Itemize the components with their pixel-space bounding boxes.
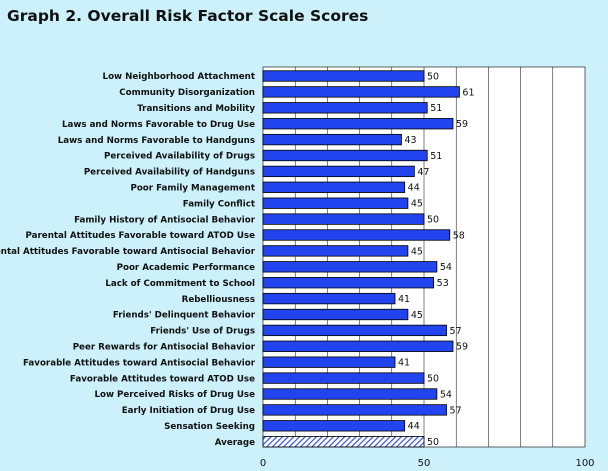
data-label: 51	[430, 151, 442, 162]
data-label: 54	[440, 389, 452, 400]
x-tick-label: 50	[418, 458, 431, 469]
data-label: 50	[427, 215, 439, 226]
bar	[262, 70, 425, 82]
data-label: 44	[408, 421, 420, 432]
category-label: Family Conflict	[183, 199, 255, 209]
bar	[262, 165, 415, 178]
x-tick-label: 100	[575, 458, 594, 469]
data-label: 45	[411, 310, 423, 321]
data-label: 41	[398, 294, 410, 305]
category-label: Average	[215, 438, 255, 448]
category-label: Laws and Norms Favorable to Drug Use	[62, 120, 255, 130]
category-label: Favorable Attitudes toward ATOD Use	[70, 374, 255, 384]
category-label: Perceived Availability of Handguns	[84, 168, 255, 178]
data-label: 51	[430, 103, 442, 114]
category-label: Laws and Norms Favorable to Handguns	[58, 136, 255, 146]
bar	[262, 261, 438, 273]
category-label: Lack of Commitment to School	[105, 279, 255, 289]
category-label: Community Disorganization	[119, 88, 255, 98]
data-label: 59	[456, 119, 468, 130]
bar	[262, 292, 396, 305]
data-label: 54	[440, 262, 452, 273]
data-label: 45	[411, 199, 423, 210]
category-label: Early Initiation of Drug Use	[122, 406, 255, 416]
category-label: Poor Academic Performance	[117, 263, 255, 273]
data-label: 50	[427, 437, 439, 448]
bar	[262, 340, 454, 352]
data-label: 41	[398, 358, 410, 369]
category-label: Low Perceived Risks of Drug Use	[94, 390, 255, 400]
category-label: Parental Attitudes Favorable toward ATOD…	[26, 231, 256, 241]
bar	[262, 86, 460, 98]
category-label: Transitions and Mobility	[137, 104, 255, 114]
category-label: Perceived Availability of Drugs	[104, 152, 255, 162]
data-label: 45	[411, 246, 423, 257]
category-label: Sensation Seeking	[164, 422, 255, 432]
bar	[262, 388, 438, 400]
bar	[262, 356, 396, 368]
category-label: Family History of Antisocial Behavior	[74, 215, 256, 225]
category-label: Friends' Use of Drugs	[150, 327, 255, 337]
category-label: Rebelliousness	[182, 295, 255, 305]
bar	[262, 229, 451, 241]
data-label: 43	[404, 135, 416, 146]
data-label: 57	[450, 405, 462, 416]
data-label: 57	[450, 326, 462, 337]
bar	[262, 308, 409, 321]
bar	[262, 436, 425, 448]
category-label: Peer Rewards for Antisocial Behavior	[73, 343, 256, 353]
bar	[262, 133, 402, 146]
x-tick-label: 0	[260, 458, 266, 469]
bar	[262, 324, 447, 337]
data-label: 50	[427, 374, 439, 385]
bar	[262, 197, 409, 209]
bar	[262, 213, 425, 225]
category-label: Poor Family Management	[130, 184, 255, 194]
bar	[262, 372, 425, 384]
data-label: 50	[427, 71, 439, 82]
chart-title: Graph 2. Overall Risk Factor Scale Score…	[7, 7, 369, 25]
category-label: Friends' Delinquent Behavior	[113, 311, 256, 321]
bar	[262, 420, 406, 432]
data-label: 47	[417, 167, 429, 178]
data-label: 59	[456, 342, 468, 353]
bar	[262, 404, 447, 416]
bar	[262, 118, 454, 130]
data-label: 61	[462, 87, 474, 98]
bar	[262, 245, 409, 257]
category-label: Favorable Attitudes toward Antisocial Be…	[23, 358, 256, 368]
data-label: 44	[408, 183, 420, 194]
bar	[262, 149, 428, 162]
bar	[262, 102, 428, 114]
category-label: Parental Attitudes Favorable toward Anti…	[0, 247, 256, 257]
bar	[262, 277, 435, 289]
bar	[262, 181, 406, 193]
data-label: 58	[453, 230, 465, 241]
data-label: 53	[437, 278, 449, 289]
category-label: Low Neighborhood Attachment	[103, 72, 255, 82]
